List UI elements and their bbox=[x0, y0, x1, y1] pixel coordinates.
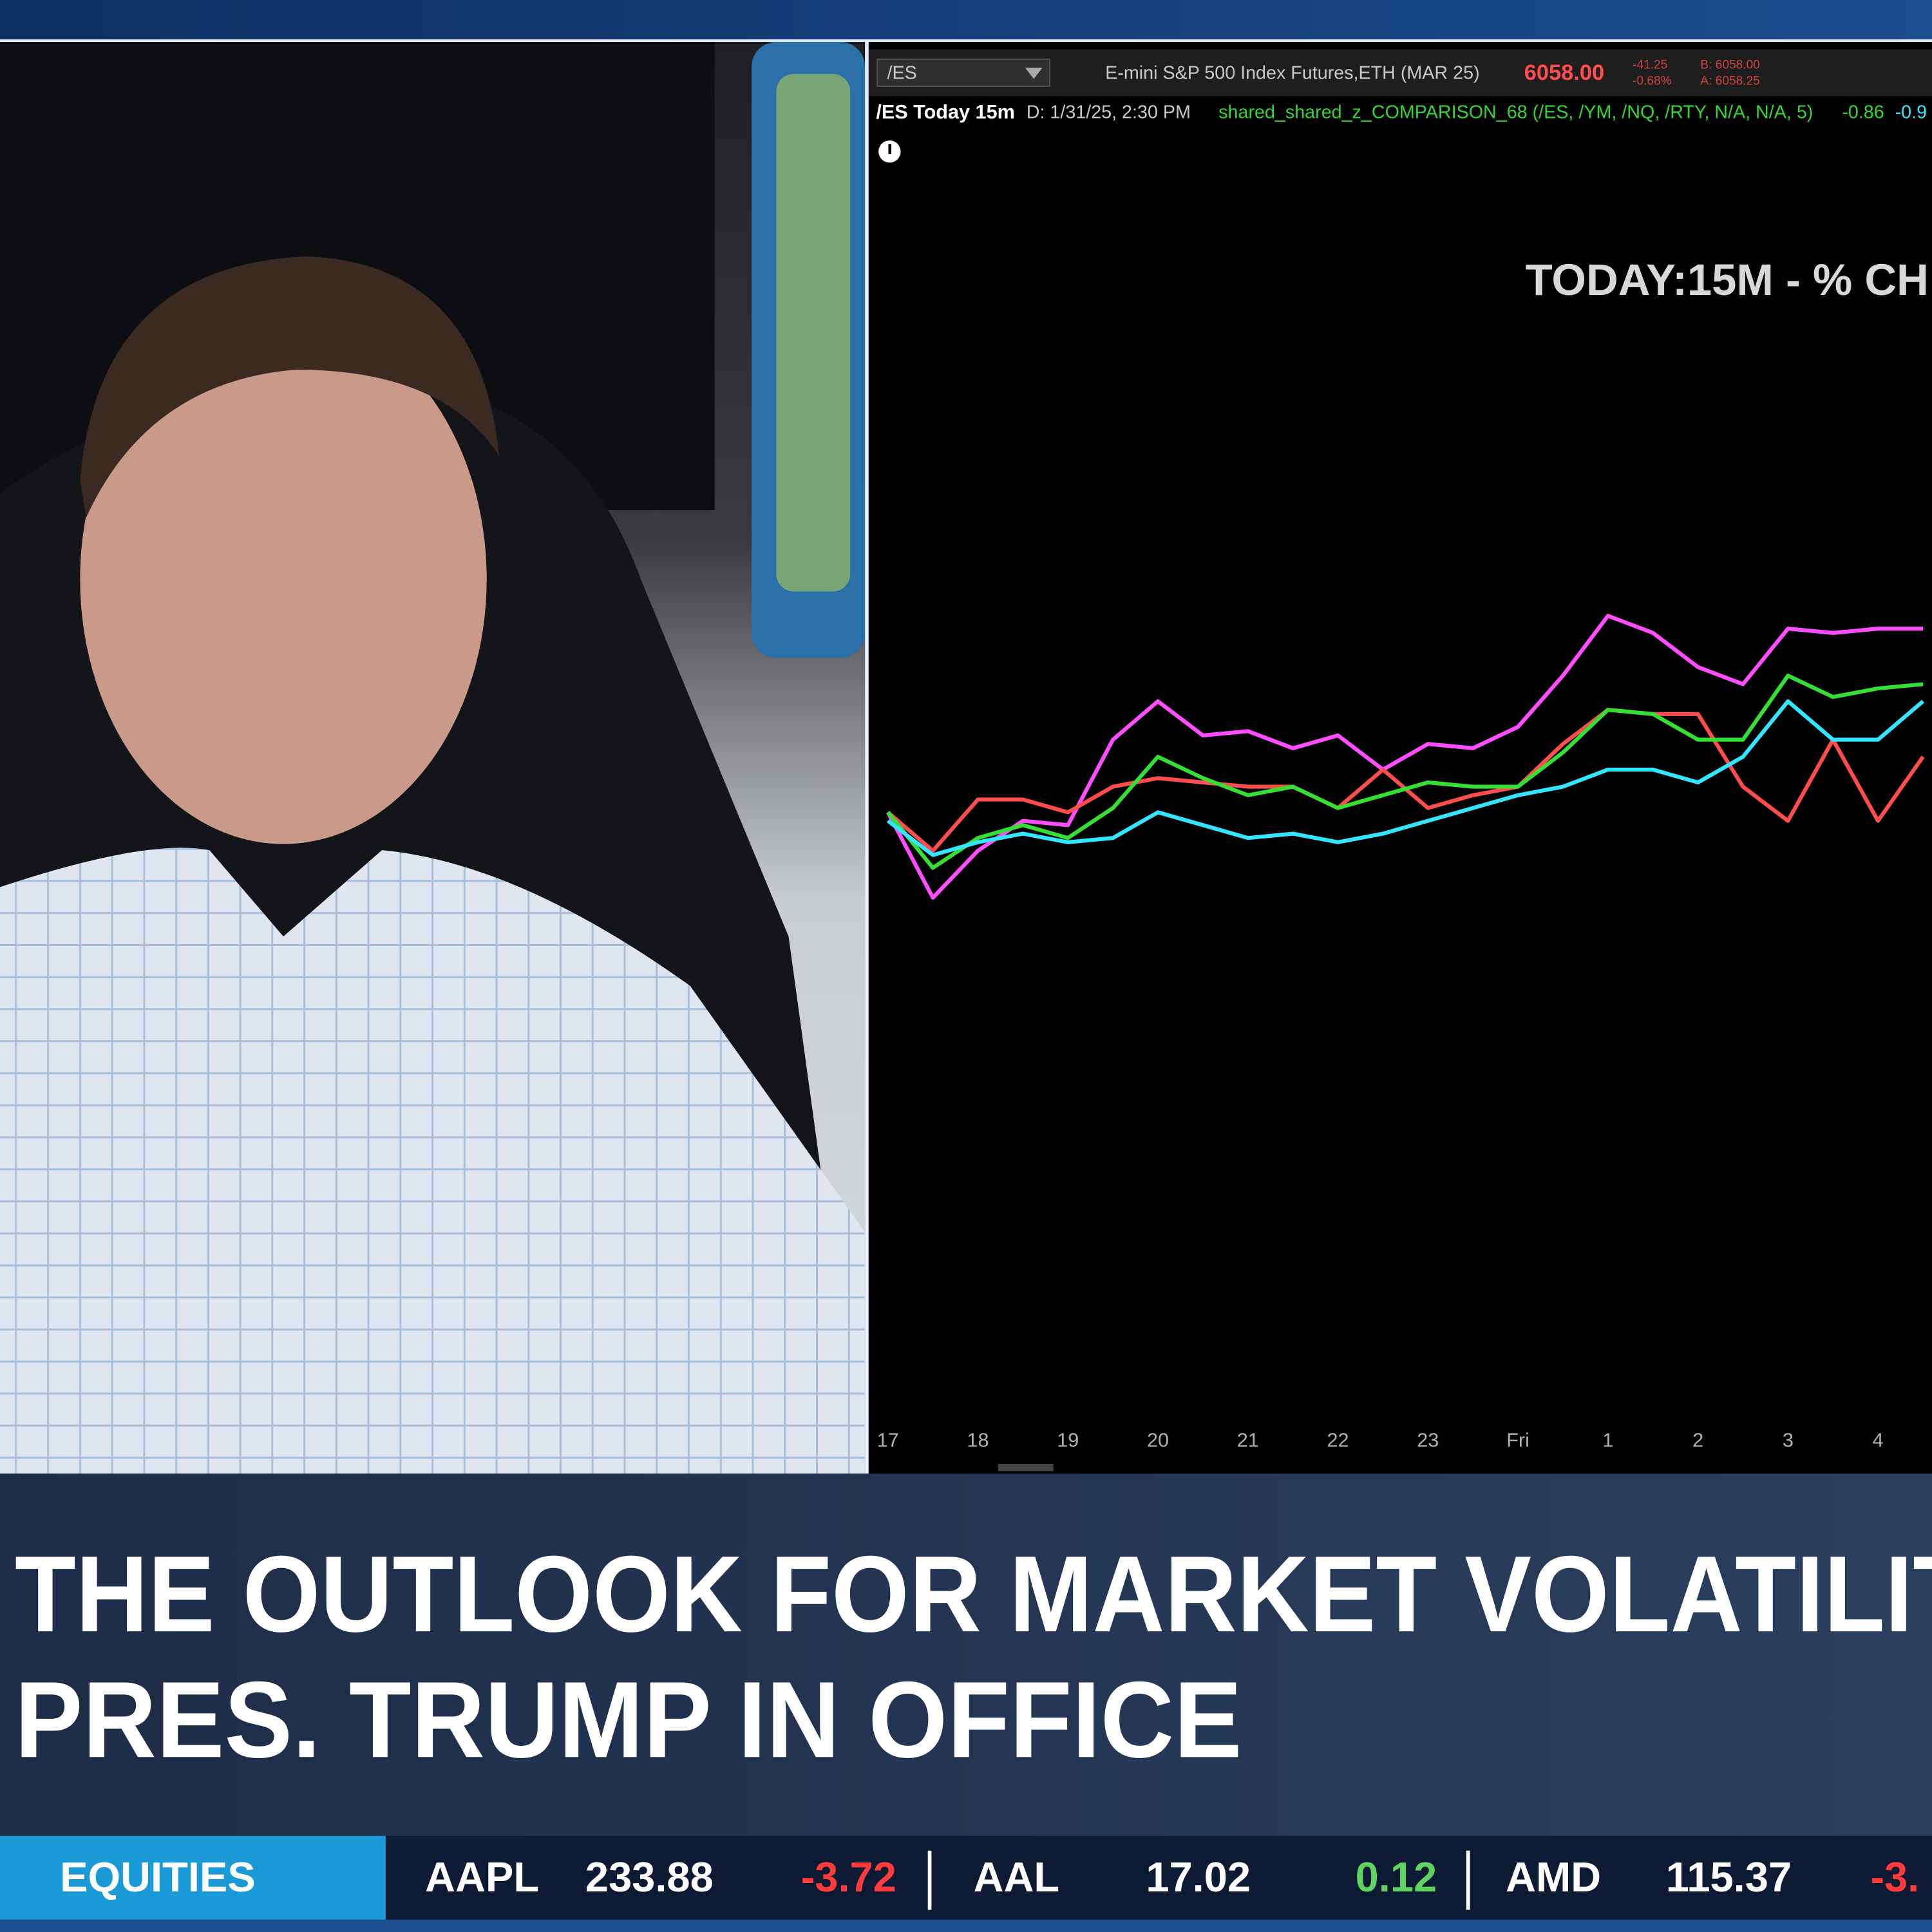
ticker-separator bbox=[927, 1850, 932, 1910]
headline: PRES. TRUMP IN OFFICE bbox=[15, 1659, 1242, 1780]
x-tick-label: 1 bbox=[1602, 1430, 1613, 1452]
lower-third bbox=[0, 1473, 1932, 1836]
video-feed bbox=[0, 42, 866, 1474]
x-tick-label: 4 bbox=[1873, 1430, 1884, 1452]
ticker-symbol: AMD bbox=[1506, 1853, 1601, 1900]
ticker-section-box bbox=[0, 1835, 386, 1920]
change: -41.25 bbox=[1633, 58, 1667, 71]
ticker-change: 0.12 bbox=[1356, 1853, 1437, 1900]
change-percent: -0.68% bbox=[1633, 74, 1672, 88]
plot-area bbox=[886, 614, 1925, 900]
symbol-box[interactable] bbox=[876, 58, 1051, 87]
series-line bbox=[886, 674, 1924, 870]
x-tick-label: 20 bbox=[1147, 1430, 1169, 1452]
top-bar bbox=[0, 0, 1932, 40]
info-icon-glyph bbox=[888, 144, 892, 155]
x-tick-label: 23 bbox=[1417, 1430, 1439, 1452]
x-tick-label: 2 bbox=[1692, 1430, 1703, 1452]
series-line bbox=[886, 699, 1925, 857]
ticker-price: 115.37 bbox=[1666, 1853, 1792, 1900]
x-tick-label: 17 bbox=[877, 1430, 899, 1452]
chart-name: /ES Today 15m bbox=[876, 101, 1014, 123]
divider bbox=[0, 39, 1932, 43]
x-tick-label: 3 bbox=[1783, 1430, 1794, 1452]
study-value: -0.86 bbox=[1842, 102, 1884, 123]
divider bbox=[865, 42, 869, 1474]
ticker-symbol: AAPL bbox=[425, 1853, 539, 1900]
ticker-change: -3.72 bbox=[801, 1853, 896, 1900]
ticker-symbol: AAL bbox=[973, 1853, 1059, 1900]
study-value: -0.9 bbox=[1895, 102, 1927, 123]
bid: B: 6058.00 bbox=[1700, 58, 1760, 71]
x-tick-label: 21 bbox=[1237, 1430, 1259, 1452]
study: shared_shared_z_COMPARISON_68 (/ES, /YM,… bbox=[1218, 102, 1813, 123]
ticker-section: EQUITIES bbox=[60, 1853, 256, 1900]
symbol: /ES bbox=[887, 62, 917, 83]
chart-date: D: 1/31/25, 2:30 PM bbox=[1027, 102, 1191, 123]
headline: THE OUTLOOK FOR MARKET VOLATILIT bbox=[15, 1533, 1932, 1654]
series-line bbox=[886, 614, 1924, 900]
dropdown-arrow[interactable] bbox=[1025, 68, 1043, 79]
ticker-price: 17.02 bbox=[1146, 1853, 1251, 1900]
chart-title: TODAY:15M - % CH bbox=[1526, 255, 1929, 305]
ticker-separator bbox=[1466, 1850, 1470, 1910]
x-tick-label: 22 bbox=[1327, 1430, 1349, 1452]
x-tick-label: 19 bbox=[1057, 1430, 1079, 1452]
ask: A: 6058.25 bbox=[1700, 74, 1760, 88]
ticker-change: -3. bbox=[1870, 1853, 1919, 1900]
x-tick-label: 18 bbox=[967, 1430, 989, 1452]
ticker-price: 233.88 bbox=[585, 1853, 714, 1900]
scrollbar[interactable] bbox=[998, 1463, 1054, 1472]
description: E-mini S&P 500 Index Futures,ETH (MAR 25… bbox=[1105, 62, 1479, 83]
x-tick-label: Fri bbox=[1506, 1430, 1530, 1452]
bottom-bar bbox=[0, 1919, 1932, 1932]
price: 6058.00 bbox=[1524, 61, 1604, 85]
